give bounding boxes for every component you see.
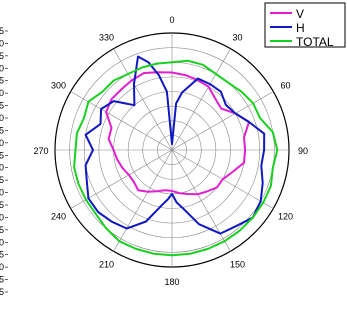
series-lines <box>73 55 279 257</box>
radial-tick-label: 0 <box>0 38 4 48</box>
grid-spoke <box>171 91 274 151</box>
grid-spoke <box>113 149 173 252</box>
angle-tick-label: 300 <box>51 80 66 90</box>
radial-tick-label: 40 <box>0 262 4 272</box>
radial-tick-label: 30 <box>0 113 4 123</box>
grid-spoke <box>171 48 231 151</box>
radial-tick-label: 10 <box>0 63 4 73</box>
radial-tick-labels: -5 0 5 10 15 20 25 30 35 40 -5 0 5 10 15 20 25 30 35 40 45 -5 <box>0 26 8 297</box>
angle-tick-label: 330 <box>99 33 114 43</box>
radial-tick-label: -5 <box>0 150 4 160</box>
angle-tick-label: 270 <box>33 146 48 156</box>
radial-tick-label: 40 <box>0 138 4 148</box>
radial-tick-label: 30 <box>0 237 4 247</box>
angle-tick-label: 60 <box>280 80 290 90</box>
radial-tick-label: 0 <box>0 163 4 173</box>
radial-tick-label: -5 <box>0 287 4 297</box>
series-line-h <box>84 55 266 235</box>
angle-tick-label: 150 <box>230 259 245 269</box>
grid-spoke <box>70 91 173 151</box>
legend-label-h: H <box>296 21 305 35</box>
radial-tick-label: 20 <box>0 88 4 98</box>
legend: V H TOTAL <box>264 2 346 49</box>
radial-tick-label: -5 <box>0 26 4 36</box>
legend-box <box>264 2 346 48</box>
radial-tick-label: 15 <box>0 76 4 86</box>
series-line-total <box>73 59 279 257</box>
angle-tick-label: 180 <box>164 277 179 287</box>
polar-grid <box>54 32 290 268</box>
radial-tick-label: 35 <box>0 125 4 135</box>
radial-tick-label: 5 <box>0 51 4 61</box>
radial-tick-label: 20 <box>0 212 4 222</box>
legend-label-total: TOTAL <box>296 35 334 49</box>
angle-tick-label: 0 <box>169 15 174 25</box>
radial-tick-label: 45 <box>0 275 4 285</box>
angle-tick-label: 30 <box>233 33 243 43</box>
legend-label-v: V <box>296 7 304 21</box>
angle-tick-label: 120 <box>278 212 293 222</box>
radial-tick-label: 25 <box>0 101 4 111</box>
radial-tick-label: 10 <box>0 188 4 198</box>
radial-tick-label: 15 <box>0 200 4 210</box>
grid-spoke <box>113 48 173 151</box>
radial-tick-label: 25 <box>0 225 4 235</box>
angle-tick-label: 210 <box>99 259 114 269</box>
grid-spoke <box>171 149 231 252</box>
radial-tick-label: 5 <box>0 175 4 185</box>
angle-tick-labels: 0 30 60 90 120 150 180 210 240 270 300 330 <box>33 15 308 287</box>
radial-tick-label: 35 <box>0 250 4 260</box>
angle-tick-label: 240 <box>51 212 66 222</box>
angle-tick-label: 90 <box>298 146 308 156</box>
